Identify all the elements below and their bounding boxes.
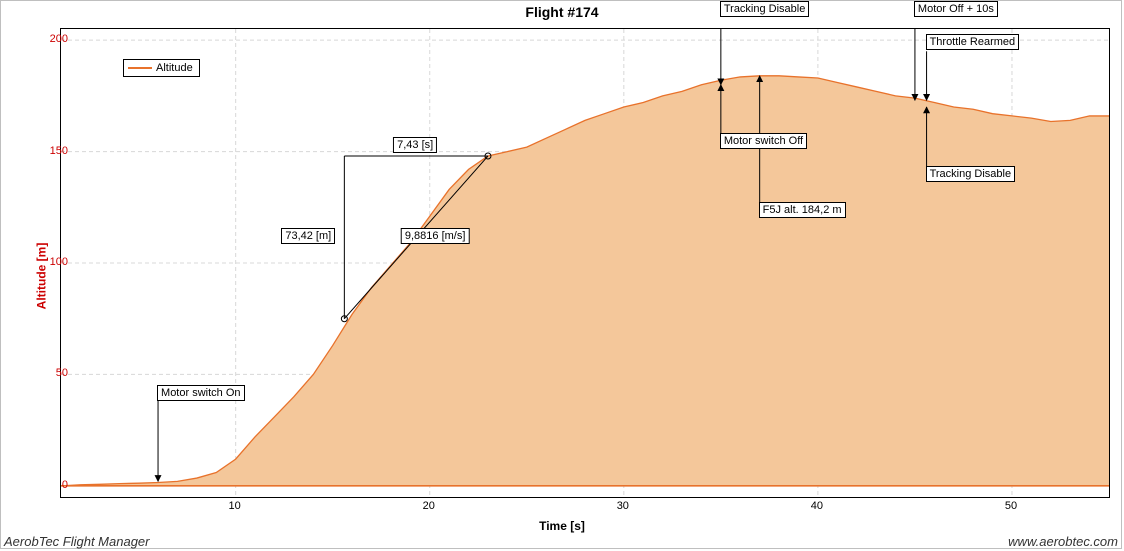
measure-dy-label: 73,42 [m] <box>281 228 335 244</box>
x-tick-label: 10 <box>229 500 241 512</box>
annotation-label: F5J alt. 184,2 m <box>759 202 846 218</box>
legend: Altitude <box>123 59 200 77</box>
plot-area[interactable]: Altitude <box>60 28 1110 498</box>
annotation-label: Tracking Disable <box>720 1 810 17</box>
y-tick-label: 0 <box>62 479 68 491</box>
x-tick-label: 50 <box>1005 500 1017 512</box>
measure-dx-label: 7,43 [s] <box>393 137 437 153</box>
y-tick-label: 50 <box>56 367 68 379</box>
x-tick-label: 40 <box>811 500 823 512</box>
annotation-label: Motor switch On <box>157 385 244 401</box>
y-axis-label: Altitude [m] <box>34 242 48 309</box>
legend-label: Altitude <box>156 62 193 74</box>
y-tick-label: 100 <box>50 256 68 268</box>
legend-swatch <box>128 67 152 69</box>
y-tick-label: 200 <box>50 33 68 45</box>
measure-slope-label: 9,8816 [m/s] <box>401 228 470 244</box>
annotation-label: Motor Off + 10s <box>914 1 998 17</box>
annotation-label: Motor switch Off <box>720 133 807 149</box>
footer-app-name: AerobTec Flight Manager <box>4 534 150 549</box>
x-tick-label: 30 <box>617 500 629 512</box>
x-axis-label: Time [s] <box>0 519 1124 533</box>
x-tick-label: 20 <box>423 500 435 512</box>
annotation-label: Tracking Disable <box>926 166 1016 182</box>
footer-url: www.aerobtec.com <box>1008 534 1118 549</box>
y-tick-label: 150 <box>50 145 68 157</box>
annotation-label: Throttle Rearmed <box>926 34 1020 50</box>
